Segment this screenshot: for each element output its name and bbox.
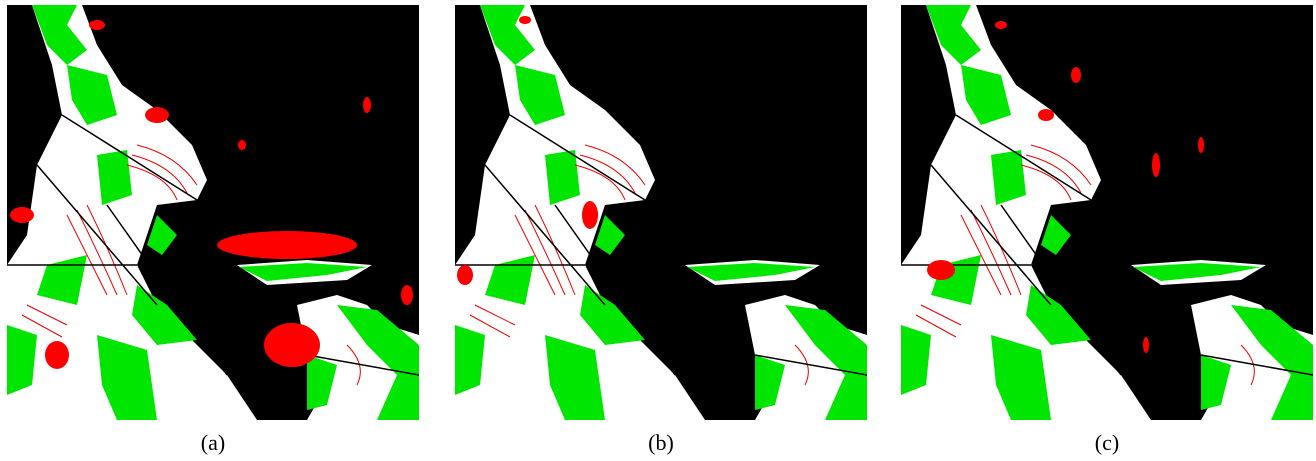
segmentation-map-c: [901, 5, 1313, 420]
segmentation-map-b: [455, 5, 867, 420]
caption: (a): [7, 430, 419, 456]
figure: (a) (b) (c): [0, 0, 1316, 461]
caption: (c): [901, 430, 1313, 456]
segmentation-map-a: [7, 5, 419, 420]
caption: (b): [455, 430, 867, 456]
